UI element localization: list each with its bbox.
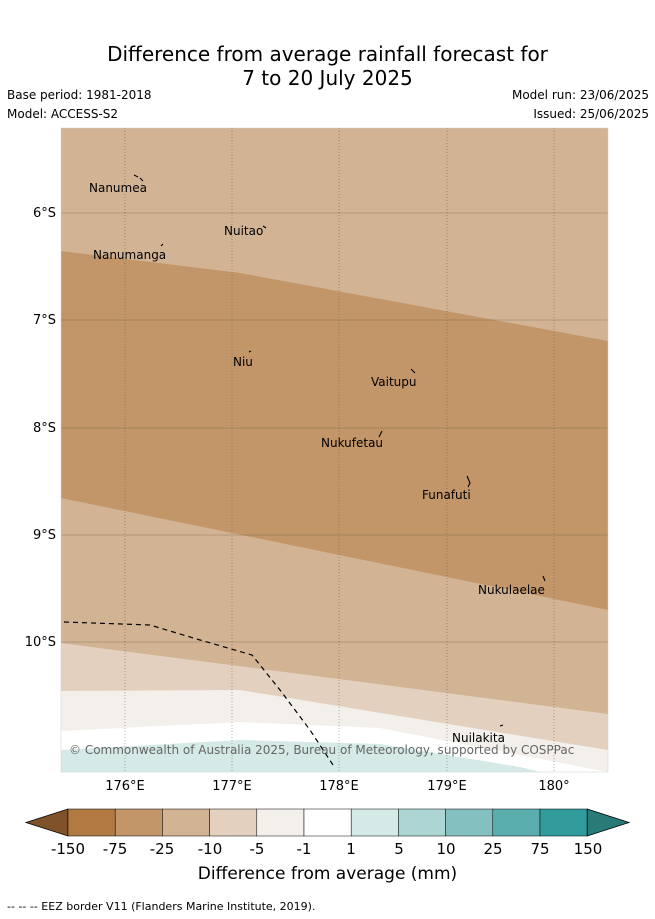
place-nukulaelae: Nukulaelae [478,583,545,597]
model-name: Model: ACCESS-S2 [7,107,119,121]
colorbar-swatch [67,808,116,837]
place-funafuti: Funafuti [422,488,471,502]
base-period: Base period: 1981-2018 [7,88,152,102]
colorbar-swatch [398,808,446,837]
colorbar-swatch [492,808,541,837]
place-vaitupu: Vaitupu [371,375,417,389]
colorbar-extend-low [24,808,69,837]
colorbar-swatch [114,808,163,837]
colorbar-label: -75 [102,840,128,858]
eez-border [63,621,336,769]
place-nuilakita: Nuilakita [452,731,505,745]
colorbar-swatch [539,808,588,837]
colorbar-title: Difference from average (mm) [197,864,458,884]
lon-gridlines [124,128,555,772]
colorbar [24,808,631,837]
map-title-line2: 7 to 20 July 2025 [242,66,413,90]
place-nanumanga: Nanumanga [93,248,167,262]
colorbar-label: 150 [573,840,603,858]
lon-label: 179°E [427,779,467,794]
band-minus25-minus75 [61,251,608,610]
colorbar-label: -10 [197,840,223,858]
colorbar-swatch [350,808,399,837]
lat-label: 6°S [32,206,56,221]
lat-label: 9°S [32,528,56,543]
colorbar-label: 75 [530,840,550,858]
colorbar-label: 1 [346,840,356,858]
colorbar-swatch [162,808,210,837]
lat-label: 8°S [32,421,56,436]
issued-date: Issued: 25/06/2025 [533,107,649,121]
map-title-line1: Difference from average rainfall forecas… [107,42,548,66]
copyright-notice: © Commonwealth of Australia 2025, Bureau… [69,743,575,757]
colorbar-label: -1 [296,840,312,858]
eez-legend-note: -- -- -- EEZ border V11 (Flanders Marine… [7,900,316,913]
colorbar-label: 10 [436,840,456,858]
lat-label: 10°S [24,635,56,650]
colorbar-swatch [303,808,352,837]
colorbar-swatch [209,808,258,837]
lat-gridlines [61,212,608,643]
colorbar-label: 25 [483,840,503,858]
island-outlines [133,174,546,727]
place-niu: Niu [233,355,253,369]
band-plus1-plus5 [61,740,540,772]
lon-label: 176°E [105,779,145,794]
lon-label: 178°E [319,779,359,794]
lon-label: 180° [538,779,570,794]
place-nukufetau: Nukufetau [321,436,384,450]
lat-label: 7°S [32,313,56,328]
place-nuitao: Nuitao [224,224,264,238]
model-run: Model run: 23/06/2025 [511,88,649,102]
colorbar-label: -25 [149,840,175,858]
colorbar-extend-high [586,808,631,837]
place-nanumea: Nanumea [89,181,147,195]
colorbar-label: -150 [50,840,86,858]
lon-label: 177°E [212,779,252,794]
colorbar-swatch [256,808,305,837]
colorbar-swatch [445,808,494,837]
colorbar-label: 5 [394,840,404,858]
colorbar-label: -5 [249,840,265,858]
